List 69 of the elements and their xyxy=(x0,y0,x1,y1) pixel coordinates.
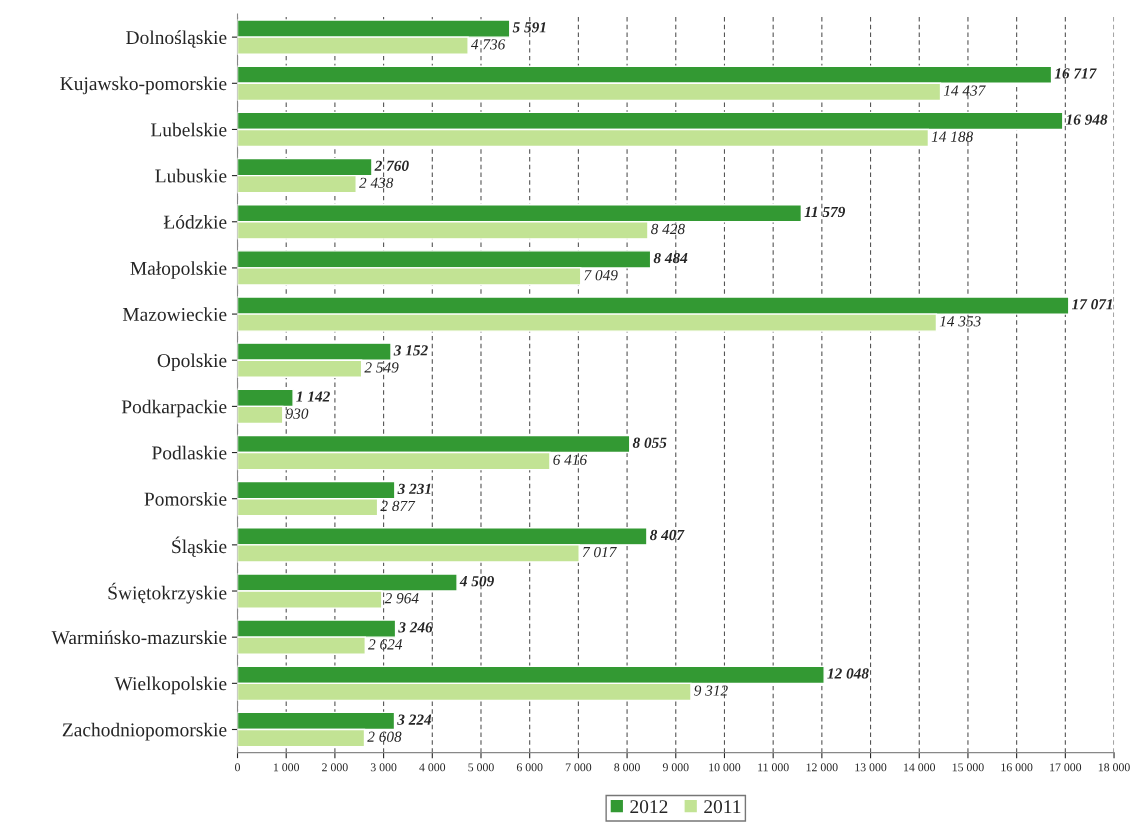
x-tick-label: 3 000 xyxy=(370,763,397,772)
data-label: 8 055 xyxy=(632,437,667,448)
x-tick-label: 12 000 xyxy=(806,763,838,772)
data-label: 16 948 xyxy=(1065,114,1108,125)
legend-label: 2012 xyxy=(630,800,668,814)
data-label: 2 549 xyxy=(364,362,399,373)
data-label: 14 353 xyxy=(939,316,981,327)
data-label: 2 877 xyxy=(380,500,416,512)
x-tick-label: 6 000 xyxy=(516,763,543,772)
data-label: 2 760 xyxy=(374,160,409,171)
data-label: 11 579 xyxy=(804,206,846,218)
data-label: 14 188 xyxy=(931,131,974,142)
y-tick-label: Podlaskie xyxy=(152,445,227,460)
y-tick-label: Dolnośląskie xyxy=(126,30,227,48)
y-tick-label: Świętokrzyskie xyxy=(108,582,227,604)
y-tick-label: Lubelskie xyxy=(150,122,227,137)
data-label: 8 428 xyxy=(651,223,685,235)
x-tick-label: 11 000 xyxy=(758,763,789,772)
data-label: 3 231 xyxy=(397,483,431,494)
data-label: 3 152 xyxy=(393,345,428,356)
data-label: 16 717 xyxy=(1054,68,1097,79)
y-tick-label: Podkarpackie xyxy=(121,399,227,418)
data-label: 3 246 xyxy=(398,622,433,633)
data-label: 12 048 xyxy=(827,668,869,679)
y-tick-label: Pomorskie xyxy=(144,491,227,506)
data-label: 8 484 xyxy=(653,252,688,264)
data-label: 3 224 xyxy=(397,714,432,725)
data-label: 17 071 xyxy=(1071,299,1113,310)
legend-label: 2011 xyxy=(704,800,741,814)
x-tick-label: 13 000 xyxy=(855,763,887,772)
data-label: 5 591 xyxy=(512,22,546,33)
x-tick-label: 2 000 xyxy=(322,763,348,772)
x-tick-label: 0 xyxy=(235,763,241,772)
x-tick-label: 4 000 xyxy=(419,763,446,772)
x-tick-label: 10 000 xyxy=(709,763,741,772)
x-tick-label: 17 000 xyxy=(1050,763,1082,772)
y-tick-label: Śląskie xyxy=(172,536,227,557)
x-tick-label: 15 000 xyxy=(952,763,984,772)
x-tick-label: 18 000 xyxy=(1098,763,1130,772)
data-label: 930 xyxy=(286,408,309,419)
y-tick-label: Zachodniopomorskie xyxy=(62,722,227,741)
data-label: 6 416 xyxy=(553,454,588,465)
data-label: 4 509 xyxy=(459,576,494,587)
x-tick-label: 7 000 xyxy=(565,763,592,772)
y-tick-label: Mazowieckie xyxy=(122,307,227,322)
y-tick-label: Warmińsko-mazurskie xyxy=(51,630,227,645)
x-tick-label: 8 000 xyxy=(614,763,640,772)
x-tick-label: 5 000 xyxy=(468,763,494,772)
data-label: 4 736 xyxy=(470,39,506,50)
x-tick-label: 16 000 xyxy=(1001,763,1033,772)
data-label: 2 624 xyxy=(368,639,403,650)
y-tick-label: Wielkopolskie xyxy=(114,676,227,695)
data-label: 9 312 xyxy=(694,685,728,696)
data-label: 7 017 xyxy=(582,546,617,558)
y-tick-label: Kujawsko-pomorskie xyxy=(60,76,227,95)
data-label: 7 049 xyxy=(584,269,618,281)
data-label: 2 964 xyxy=(384,593,419,604)
x-tick-label: 14 000 xyxy=(904,763,936,772)
x-tick-label: 9 000 xyxy=(662,763,689,772)
data-label: 8 407 xyxy=(649,529,685,541)
y-tick-label: Małopolskie xyxy=(130,261,227,279)
y-tick-label: Łódzkie xyxy=(163,214,227,229)
data-label: 2 438 xyxy=(359,177,394,188)
data-label: 14 437 xyxy=(943,85,986,96)
y-tick-label: Opolskie xyxy=(157,353,227,372)
x-tick-label: 1 000 xyxy=(273,763,300,772)
data-label: 2 608 xyxy=(367,731,402,742)
y-tick-label: Lubuskie xyxy=(155,168,227,183)
data-label: 1 142 xyxy=(296,391,330,402)
